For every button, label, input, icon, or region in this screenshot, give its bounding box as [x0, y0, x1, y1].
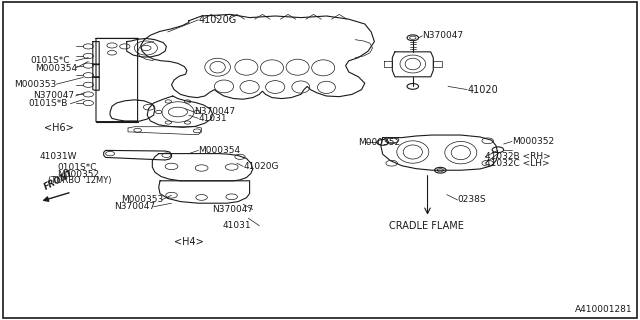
- Text: 0101S*C: 0101S*C: [58, 163, 97, 172]
- Text: 41031: 41031: [198, 114, 227, 123]
- Text: 41020G: 41020G: [198, 15, 237, 25]
- Text: A410001281: A410001281: [575, 305, 632, 314]
- Text: M000353: M000353: [14, 80, 56, 89]
- Text: M000354: M000354: [198, 146, 241, 155]
- Text: 0238S: 0238S: [458, 196, 486, 204]
- Text: (TURBO '12MY): (TURBO '12MY): [48, 176, 111, 185]
- Text: 0101S*C: 0101S*C: [31, 56, 70, 65]
- Text: 41032B <RH>: 41032B <RH>: [485, 152, 551, 161]
- Polygon shape: [159, 181, 250, 203]
- Polygon shape: [384, 61, 392, 67]
- Text: M000354: M000354: [35, 64, 77, 73]
- Text: 0101S*B: 0101S*B: [29, 99, 68, 108]
- Text: N370047: N370047: [114, 202, 155, 211]
- Text: M000352: M000352: [358, 138, 401, 147]
- Text: N370047: N370047: [194, 108, 235, 116]
- Text: 41032C <LH>: 41032C <LH>: [485, 159, 550, 168]
- Text: FRONT: FRONT: [43, 168, 75, 191]
- Polygon shape: [433, 61, 442, 67]
- Polygon shape: [147, 96, 212, 127]
- Text: <H6>: <H6>: [44, 123, 73, 133]
- Text: <H4>: <H4>: [174, 237, 204, 247]
- Text: CRADLE FLAME: CRADLE FLAME: [389, 220, 464, 231]
- Text: N370047: N370047: [422, 31, 463, 40]
- Polygon shape: [93, 64, 99, 77]
- Polygon shape: [96, 38, 155, 122]
- Text: M000353: M000353: [122, 196, 164, 204]
- Text: 41031W: 41031W: [40, 152, 77, 161]
- Polygon shape: [93, 42, 99, 65]
- Polygon shape: [392, 52, 433, 77]
- Polygon shape: [93, 77, 99, 90]
- Polygon shape: [152, 154, 253, 181]
- Text: N370047: N370047: [33, 92, 74, 100]
- Text: M000352: M000352: [58, 170, 100, 179]
- Text: 41020G: 41020G: [243, 162, 278, 171]
- Polygon shape: [381, 135, 498, 170]
- Text: 41020: 41020: [467, 84, 498, 95]
- Polygon shape: [127, 38, 166, 57]
- Text: N370047: N370047: [212, 205, 253, 214]
- Polygon shape: [128, 127, 202, 134]
- Text: 41031: 41031: [223, 221, 252, 230]
- Polygon shape: [104, 150, 172, 160]
- Polygon shape: [141, 14, 374, 99]
- Text: M000352: M000352: [512, 137, 554, 146]
